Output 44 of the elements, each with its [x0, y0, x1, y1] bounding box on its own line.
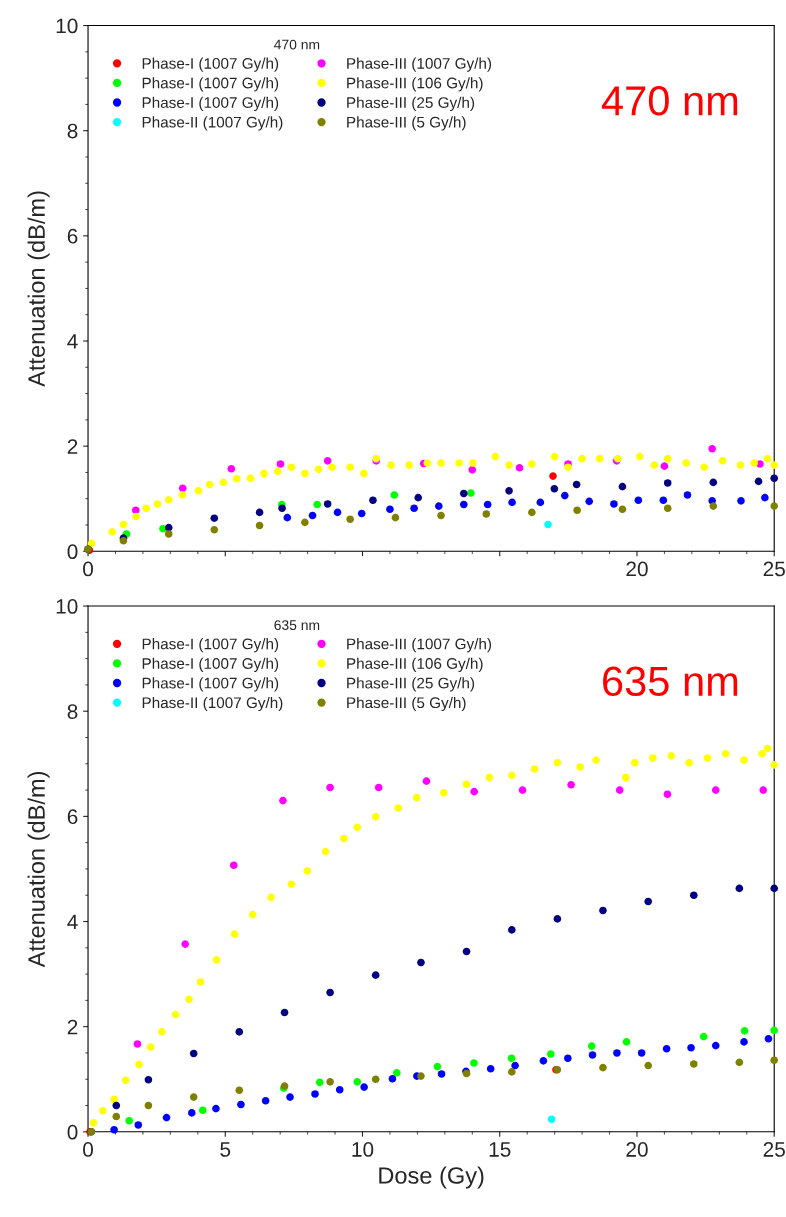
annotation: 470 nm: [601, 86, 738, 116]
legend-label: Phase-III (25 Gy/h): [347, 677, 475, 692]
y-tick-label: 0: [67, 1124, 78, 1140]
x-tick-label: 25: [763, 1142, 785, 1157]
y-tick-label: 8: [67, 704, 78, 719]
annotation: 635 nm: [603, 666, 738, 697]
legend-label: Phase-I (1007 Gy/h): [142, 77, 279, 92]
y-tick-label: 10: [56, 18, 78, 34]
legend-label: Phase-III (106 Gy/h): [347, 657, 483, 672]
legend-label: Phase-I (1007 Gy/h): [142, 657, 279, 672]
y-tick-label: 2: [67, 439, 78, 454]
legend-label: Phase-I (1007 Gy/h): [142, 96, 279, 112]
legend-label: Phase-I (1007 Gy/h): [142, 638, 279, 653]
legend-label: Phase-I (1007 Gy/h): [142, 677, 279, 692]
legend-label: Phase-III (5 Gy/h): [347, 696, 466, 712]
legend-label: Phase-III (1007 Gy/h): [347, 638, 492, 653]
x-tick-label: 0: [83, 1142, 94, 1157]
y-tick-label: 6: [67, 809, 78, 825]
x-tick-label: 25: [763, 561, 785, 577]
y-tick-label: 6: [67, 228, 78, 244]
x-tick-label: 15: [489, 1142, 511, 1157]
y-axis-title: Attenuation (dB/m): [27, 771, 50, 968]
y-tick-label: 8: [67, 123, 78, 139]
y-tick-label: 4: [67, 914, 78, 930]
legend-label: Phase-III (1007 Gy/h): [347, 57, 492, 72]
legend-label: Phase-III (5 Gy/h): [347, 116, 466, 131]
x-tick-label: 10: [352, 1142, 374, 1157]
legend-label: Phase-III (25 Gy/h): [347, 96, 475, 112]
legend-label: Phase-I (1007 Gy/h): [142, 57, 279, 72]
y-tick-label: 2: [67, 1019, 78, 1035]
x-tick-label: 0: [83, 561, 94, 577]
legend-label: Phase-II (1007 Gy/h): [142, 696, 283, 712]
legend-title: 635 nm: [274, 620, 320, 631]
x-tick-label: 20: [626, 1142, 648, 1157]
y-tick-label: 10: [56, 599, 78, 614]
legend-title: 470 nm: [274, 39, 320, 50]
y-tick-label: 0: [67, 544, 78, 560]
legend-label: Phase-II (1007 Gy/h): [142, 116, 283, 131]
x-tick-label: 5: [220, 1142, 231, 1157]
legend-label: Phase-III (106 Gy/h): [347, 77, 483, 92]
y-axis-title: Attenuation (dB/m): [27, 191, 50, 387]
x-tick-label: 20: [626, 561, 648, 577]
y-tick-label: 4: [67, 334, 78, 349]
x-axis-title: Dose (Gy): [379, 1166, 484, 1189]
